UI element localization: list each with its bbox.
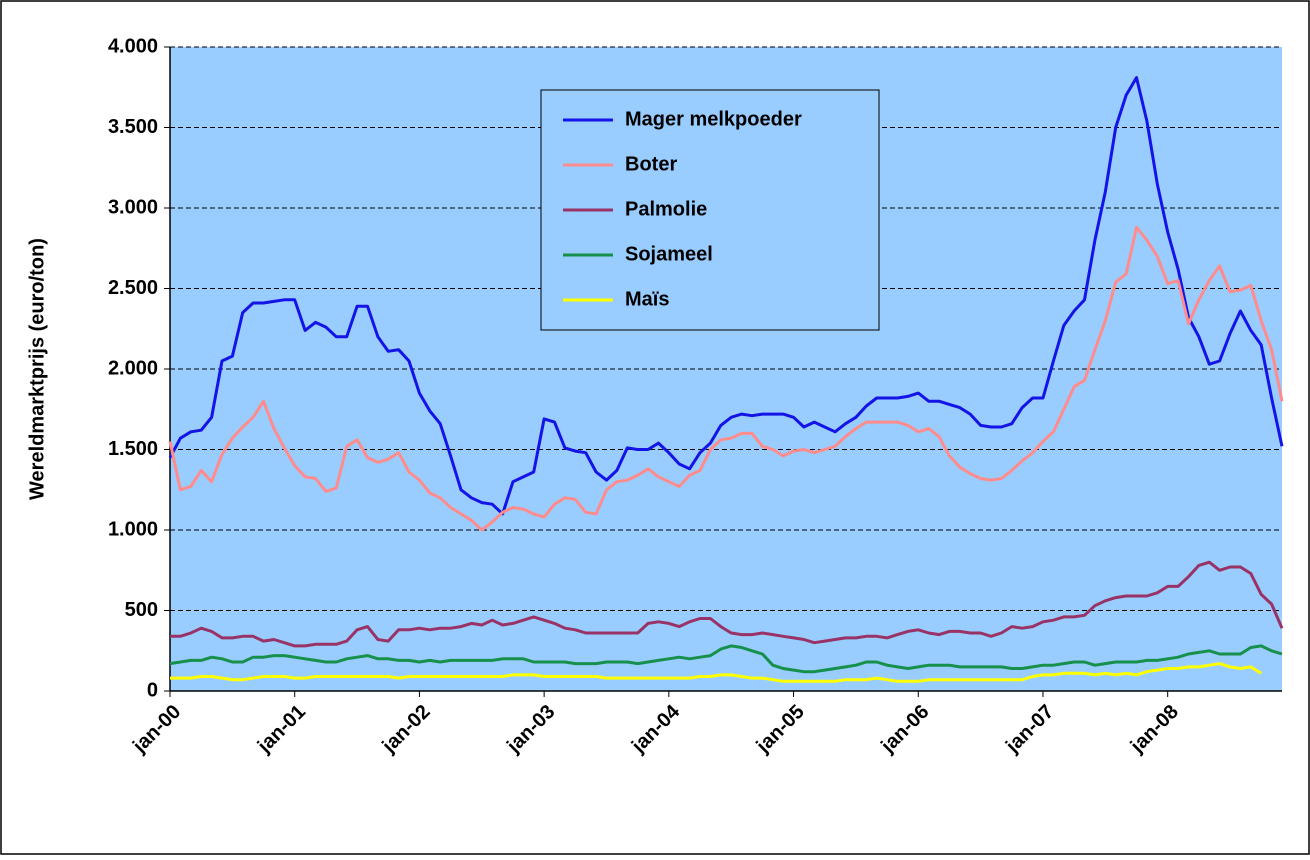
- y-tick-label: 1.500: [108, 438, 158, 460]
- y-tick-label: 0: [147, 679, 158, 701]
- series-line: [169, 644, 1283, 674]
- y-axis-label: Wereldmarktprijs (euro/ton): [26, 238, 48, 500]
- y-tick-label: 3.500: [108, 116, 158, 138]
- y-tick-label: 2.500: [108, 277, 158, 299]
- series-line: [168, 76, 1284, 516]
- y-tick-label: 500: [125, 599, 158, 621]
- series-line: [170, 662, 1262, 683]
- y-tick-label: 2.000: [108, 357, 158, 379]
- series-line: [170, 560, 1284, 648]
- y-tick-label: 4.000: [108, 35, 158, 57]
- y-tick-label: 3.000: [108, 196, 158, 218]
- y-tick-label: 1.000: [108, 518, 158, 540]
- legend-label: Palmolie: [625, 198, 707, 220]
- legend-label: Sojameel: [625, 243, 713, 265]
- legend-label: Maïs: [625, 288, 669, 310]
- legend-label: Boter: [625, 153, 677, 175]
- legend-label: Mager melkpoeder: [625, 108, 802, 130]
- series-line: [168, 225, 1284, 532]
